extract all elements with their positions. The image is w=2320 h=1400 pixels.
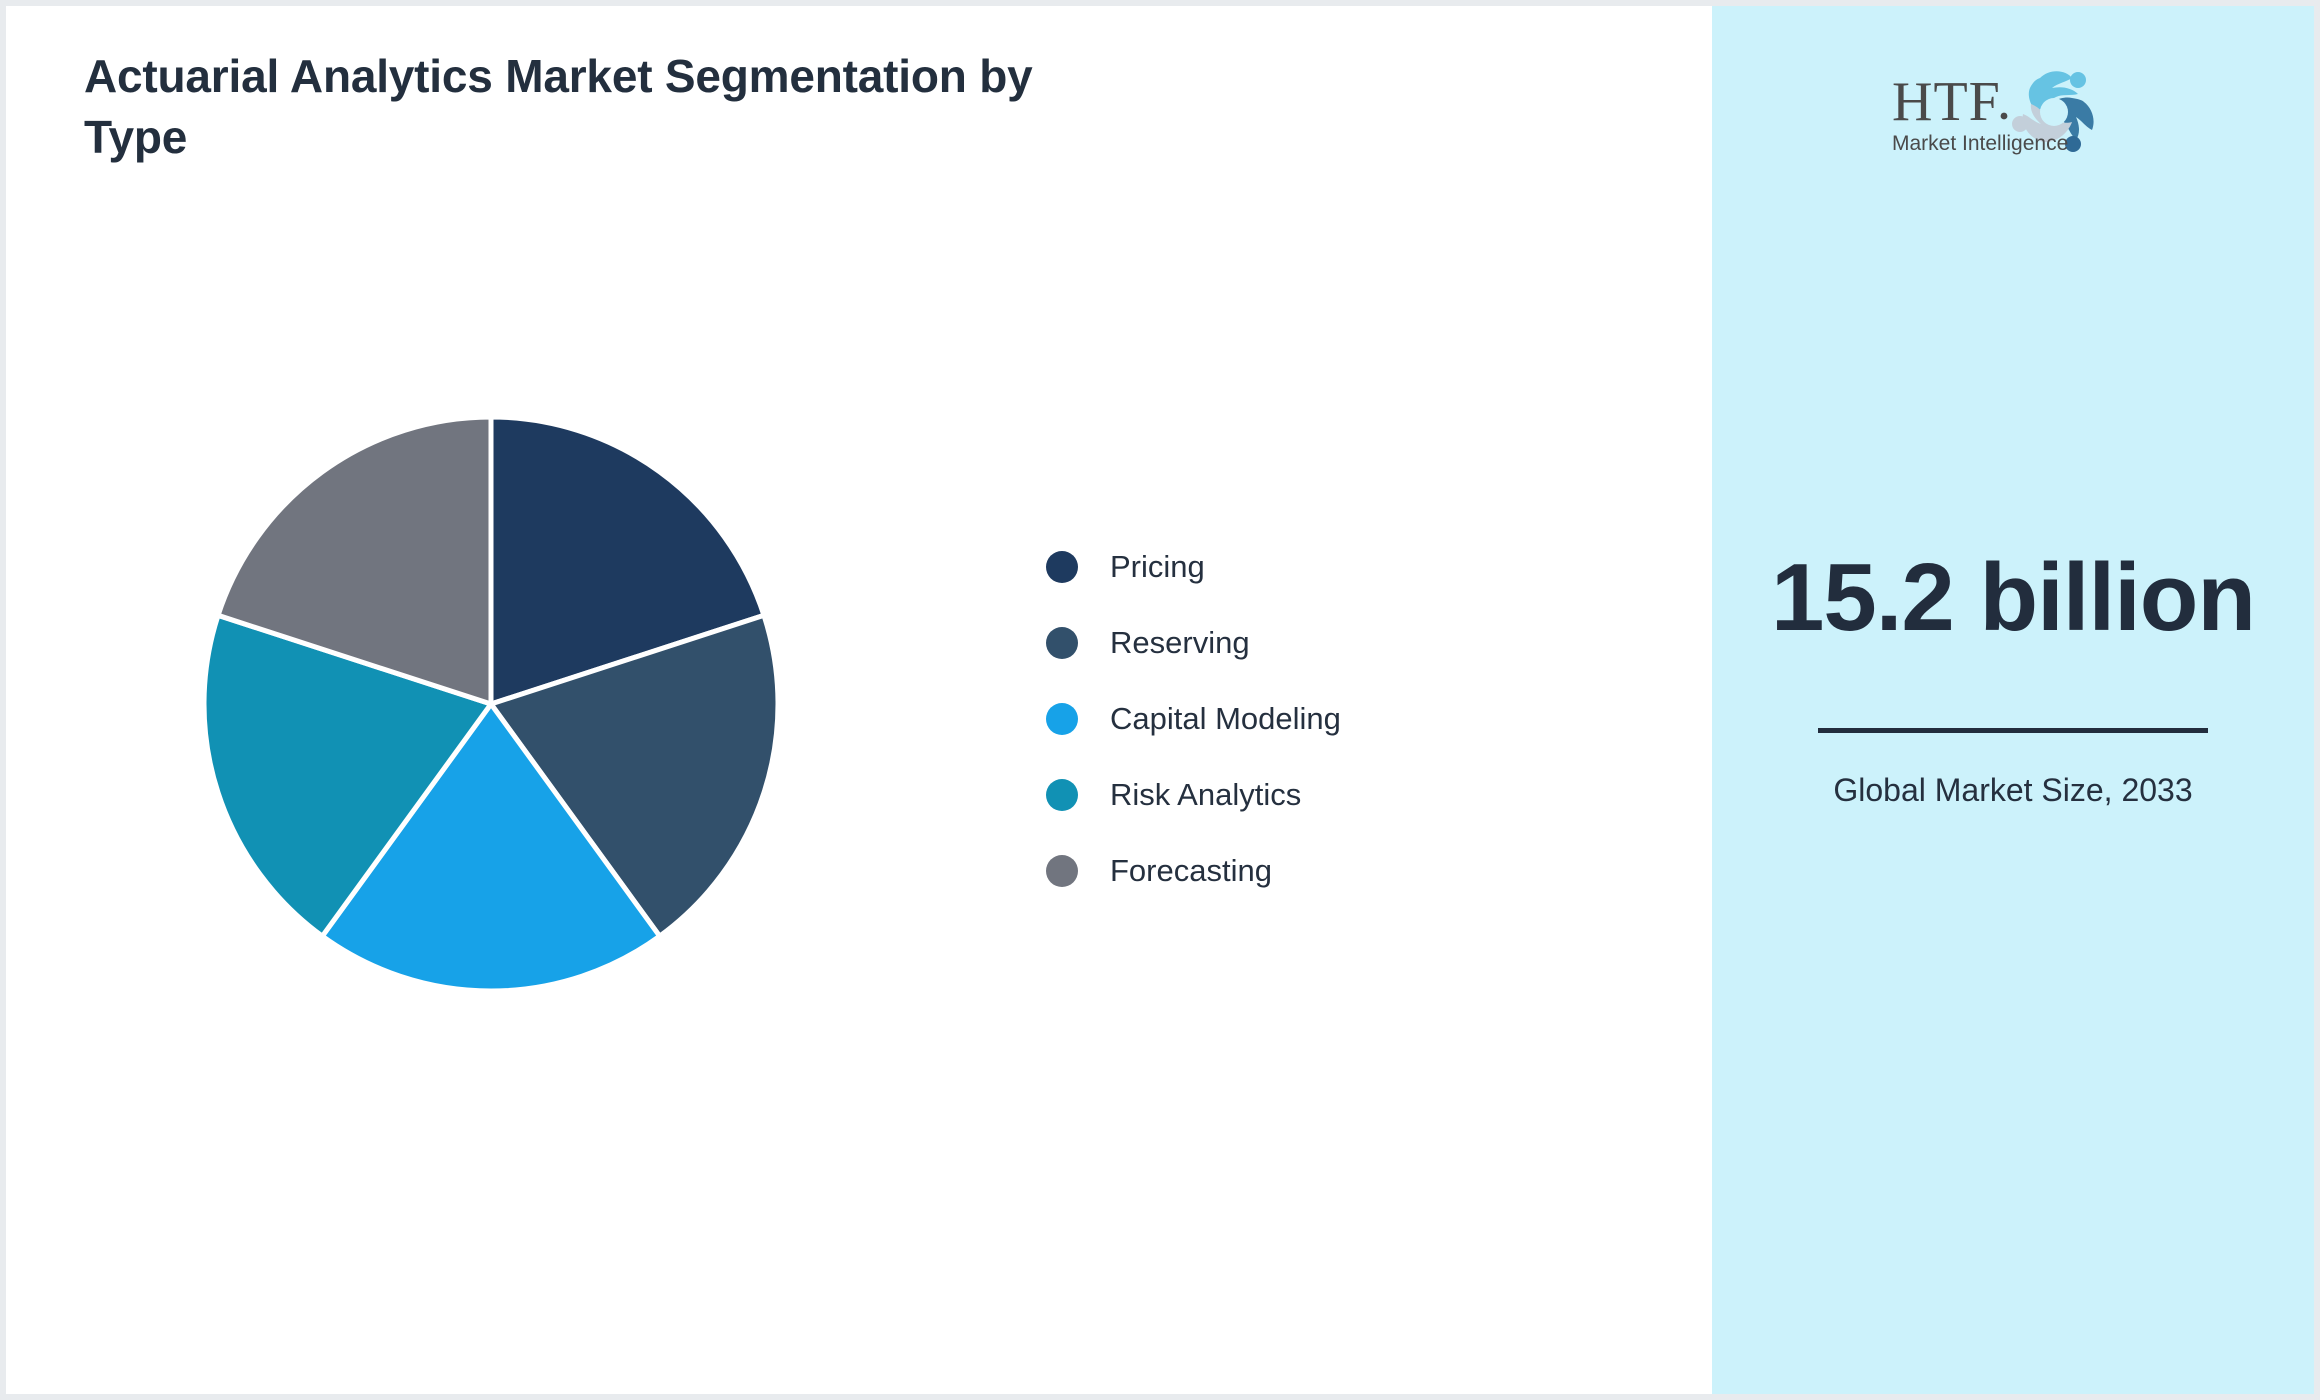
three-figures-circle-icon [2012,71,2094,152]
pie-slice[interactable] [319,701,663,993]
brand-logo-wordmark: HTF [1892,71,2001,133]
legend-item-forecasting[interactable]: Forecasting [1046,833,1566,909]
stat-value: 15.2 billion [1770,544,2256,651]
pie-slice-group [202,415,780,993]
pie-chart-svg [202,415,780,993]
stat-divider [1818,727,2208,733]
brand-logo-tagline: Market Intelligence [1892,132,2068,155]
frame-edge-right [2314,0,2320,1400]
stat-caption: Global Market Size, 2033 [1833,771,2193,808]
legend-item-label: Reserving [1110,625,1250,660]
pie-slice[interactable] [215,415,494,707]
frame-edge-top [0,0,2320,6]
frame-edge-bottom [0,1394,2320,1400]
legend-item-label: Capital Modeling [1110,701,1341,736]
brand-logo: HTF Market Intell [1888,62,2138,158]
legend-item-label: Risk Analytics [1110,777,1302,812]
legend-item-pricing[interactable]: Pricing [1046,529,1566,605]
legend-item-label: Pricing [1110,549,1205,584]
legend-swatch-icon [1046,855,1078,887]
legend-swatch-icon [1046,627,1078,659]
legend-item-capital-modeling[interactable]: Capital Modeling [1046,681,1566,757]
frame-edge-left [0,0,6,1400]
brand-logo-svg: HTF Market Intell [1892,71,2094,155]
legend-item-reserving[interactable]: Reserving [1046,605,1566,681]
legend-swatch-icon [1046,779,1078,811]
chart-legend: Pricing Reserving Capital Modeling Risk … [1046,529,1566,909]
legend-item-label: Forecasting [1110,853,1272,888]
legend-item-risk-analytics[interactable]: Risk Analytics [1046,757,1566,833]
legend-swatch-icon [1046,703,1078,735]
brand-logo-dot-icon [2000,112,2008,120]
stat-block: 15.2 billion Global Market Size, 2033 [1712,546,2314,812]
pie-slice[interactable] [488,415,767,707]
pie-slice[interactable] [202,612,494,939]
page-title: Actuarial Analytics Market Segmentation … [84,50,1033,163]
stat-panel: HTF Market Intell [1712,6,2314,1394]
legend-swatch-icon [1046,551,1078,583]
pie-slice[interactable] [488,612,780,939]
chart-panel: Actuarial Analytics Market Segmentation … [6,6,1712,1394]
pie-chart [202,415,780,993]
